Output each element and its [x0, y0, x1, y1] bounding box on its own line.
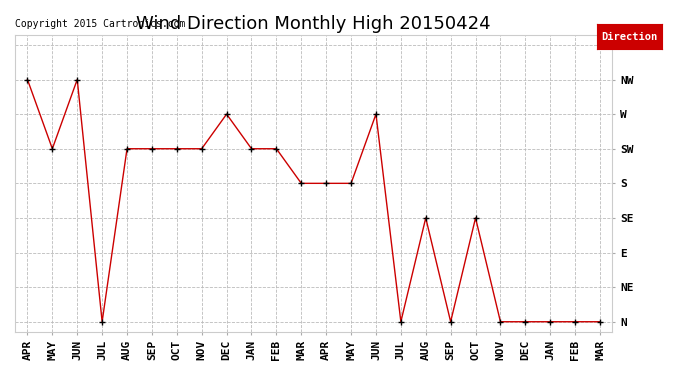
- Title: Wind Direction Monthly High 20150424: Wind Direction Monthly High 20150424: [137, 15, 491, 33]
- Text: Direction: Direction: [602, 32, 658, 42]
- Text: Copyright 2015 Cartronics.com: Copyright 2015 Cartronics.com: [15, 19, 186, 28]
